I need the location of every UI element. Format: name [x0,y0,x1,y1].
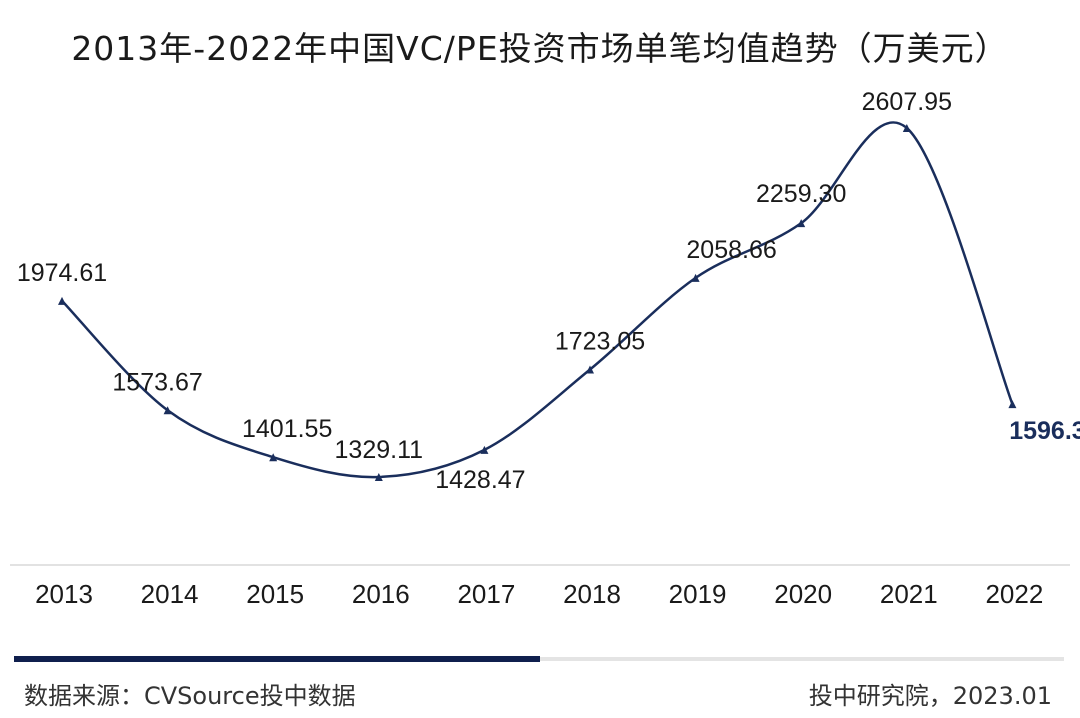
data-label-2015: 1401.55 [242,415,332,443]
x-tick-label-2021: 2021 [880,579,938,609]
data-point-2013 [58,296,66,305]
data-label-2019: 2058.66 [686,236,776,264]
data-point-2018 [586,365,594,374]
data-point-2019 [691,273,700,282]
chart-title: 2013年-2022年中国VC/PE投资市场单笔均值趋势（万美元） [71,29,1009,68]
data-point-2014 [163,406,172,415]
publisher-credit: 投中研究院，2023.01 [808,682,1052,710]
data-label-2016: 1329.11 [335,436,424,464]
footer-divider [540,657,1064,661]
data-point-2016 [374,473,383,481]
x-tick-label-2019: 2019 [669,579,727,609]
x-tick-label-2020: 2020 [774,579,832,609]
x-tick-label-2017: 2017 [457,579,515,609]
data-label-2018: 1723.05 [555,327,645,355]
data-point-2021 [902,124,911,132]
x-tick-label-2015: 2015 [246,579,304,609]
x-tick-label-2014: 2014 [141,579,199,609]
data-point-2022 [1008,400,1017,409]
x-tick-label-2018: 2018 [563,579,621,609]
footer-divider-accent [14,656,540,662]
x-tick-label-2016: 2016 [352,579,410,609]
data-label-2017: 1428.47 [435,466,525,494]
data-label-2014: 1573.67 [112,368,202,396]
data-label-2022: 1596.36 [1009,417,1080,445]
data-point-2015 [269,453,278,462]
series-line [61,121,1014,479]
x-tick-label-2013: 2013 [35,579,93,609]
data-source-note: 数据来源：CVSource投中数据 [24,682,356,710]
data-point-2017 [480,445,489,454]
data-label-2020: 2259.30 [756,180,846,208]
x-tick-label-2022: 2022 [985,579,1043,609]
data-label-2021: 2607.95 [862,88,952,116]
data-label-2013: 1974.61 [17,259,107,287]
data-point-2020 [797,219,806,228]
